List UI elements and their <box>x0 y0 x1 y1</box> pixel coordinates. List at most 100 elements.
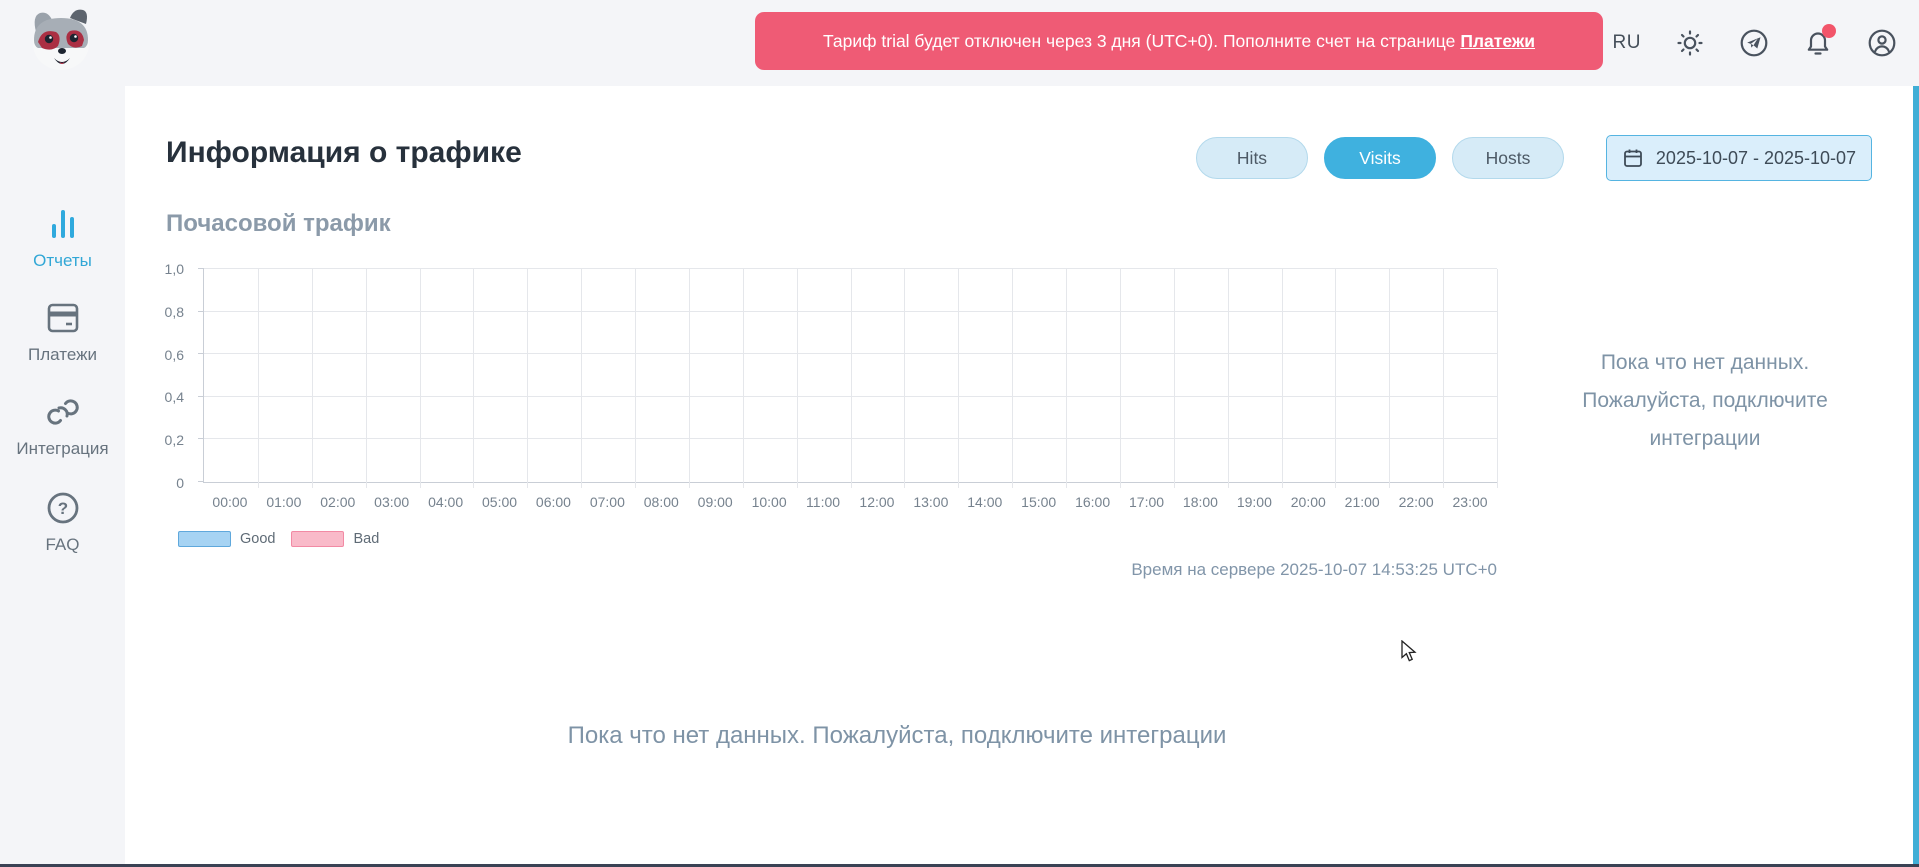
x-axis-label: 08:00 <box>643 494 679 510</box>
main-content <box>125 86 1919 867</box>
x-axis-label: 05:00 <box>482 494 518 510</box>
y-axis-label: 1,0 <box>164 261 184 277</box>
empty-state-side: Пока что нет данных. Пожалуйста, подключ… <box>1582 351 1828 450</box>
gridline-vertical <box>257 269 259 488</box>
x-axis-label: 23:00 <box>1452 494 1488 510</box>
gridline-vertical <box>1281 269 1283 488</box>
gridline-vertical <box>904 269 906 488</box>
sun-icon[interactable] <box>1675 28 1705 58</box>
empty-state-bottom: Пока что нет данных. Пожалуйста, подключ… <box>567 722 1227 749</box>
x-axis-label: 17:00 <box>1129 494 1165 510</box>
x-axis-label: 13:00 <box>913 494 949 510</box>
page-title: Информация о трафике <box>166 136 522 169</box>
gridline-vertical <box>1173 269 1175 488</box>
tab-hosts[interactable]: Hosts <box>1452 137 1564 179</box>
bar-chart-icon <box>51 210 74 238</box>
gridline-vertical <box>365 269 367 488</box>
gridline-vertical <box>1227 269 1229 488</box>
sidebar-item-faq[interactable]: ? FAQ <box>0 490 125 555</box>
sidebar-item-integration[interactable]: Интеграция <box>0 394 125 459</box>
legend-label: Good <box>240 531 276 547</box>
y-axis-label: 0,4 <box>164 389 184 406</box>
vertical-scrollbar[interactable] <box>1913 86 1919 867</box>
gridline-vertical <box>742 269 744 488</box>
legend-item-good: Good <box>178 531 275 547</box>
gridline-horizontal <box>204 268 1497 269</box>
x-axis-label: 10:00 <box>751 494 787 510</box>
raccoon-logo-image <box>33 9 89 70</box>
x-axis-label: 22:00 <box>1398 494 1434 510</box>
gridline-vertical <box>527 269 529 488</box>
sidebar-item-label: Интеграция <box>16 439 109 458</box>
x-axis-label: 07:00 <box>589 494 625 510</box>
y-axis-tick <box>198 481 204 482</box>
date-range-picker[interactable]: 2025-10-07 - 2025-10-07 <box>1606 135 1872 181</box>
date-range-value: 2025-10-07 - 2025-10-07 <box>1655 147 1857 168</box>
chart-legend: Good Bad <box>178 531 379 547</box>
server-time: Время на сервере 2025-10-07 14:53:25 UTC… <box>1131 560 1497 579</box>
legend-swatch <box>178 531 231 547</box>
payments-link[interactable]: Платежи <box>1460 30 1536 51</box>
x-axis-label: 11:00 <box>806 494 841 510</box>
gridline-vertical <box>1012 269 1014 488</box>
y-axis-tick <box>198 353 204 355</box>
x-axis-label: 03:00 <box>374 494 410 510</box>
notification-dot <box>1822 24 1836 38</box>
tab-visits[interactable]: Visits <box>1324 137 1436 179</box>
top-header: Тариф trial будет отключен через 3 дня (… <box>0 0 1919 86</box>
x-axis-label: 02:00 <box>320 494 356 510</box>
user-icon[interactable] <box>1867 28 1897 58</box>
y-axis-tick <box>198 310 204 312</box>
language-switcher[interactable]: RU <box>1612 32 1641 53</box>
chart-x-axis: 00:00 01:00 02:00 03:00 04:00 05:00 06:00 07:00… <box>203 494 1497 512</box>
gridline-vertical <box>1119 269 1121 488</box>
gridline-horizontal <box>204 310 1497 312</box>
header-actions: RU <box>1613 0 1897 86</box>
gridline-vertical <box>1335 269 1337 488</box>
y-axis-label: 0,2 <box>164 432 184 449</box>
calendar-icon <box>1624 149 1642 167</box>
x-axis-label: 16:00 <box>1075 494 1111 510</box>
banner-text: Тариф trial будет отключен через 3 дня (… <box>822 30 1456 51</box>
gridline-vertical <box>1389 269 1391 488</box>
gridline-vertical <box>635 269 636 488</box>
x-axis-label: 01:00 <box>266 494 302 510</box>
svg-text:?: ? <box>57 499 67 518</box>
telegram-icon[interactable] <box>1739 28 1769 58</box>
raccoon-logo[interactable] <box>26 6 96 74</box>
y-axis-tick <box>198 268 204 269</box>
x-axis-label: 06:00 <box>535 494 571 510</box>
gridline-vertical <box>419 269 421 488</box>
chart-plot <box>198 268 1498 488</box>
gridline-vertical <box>850 269 852 488</box>
tab-hits[interactable]: Hits <box>1196 137 1308 179</box>
bell-icon[interactable] <box>1803 24 1836 58</box>
gridline-horizontal <box>204 395 1497 397</box>
sidebar-item-reports[interactable]: Отчеты <box>0 206 125 271</box>
gridline-vertical <box>1443 269 1445 488</box>
y-axis-tick <box>198 395 204 397</box>
x-axis-label: 12:00 <box>859 494 895 510</box>
gridline-vertical <box>1497 269 1498 488</box>
question-circle-icon: ? <box>47 492 78 524</box>
credit-card-icon <box>47 303 78 333</box>
gridline-vertical <box>1066 269 1067 488</box>
x-axis-label: 04:00 <box>428 494 464 510</box>
gridline-horizontal <box>204 353 1497 355</box>
legend-item-bad: Bad <box>291 531 379 547</box>
horizontal-scrollbar[interactable] <box>0 864 1919 867</box>
section-title: Почасовой трафик <box>166 210 391 237</box>
gridline-vertical <box>688 269 690 488</box>
gridline-vertical <box>473 269 475 488</box>
x-axis-label: 14:00 <box>967 494 1003 510</box>
sidebar-item-payments[interactable]: Платежи <box>0 300 125 365</box>
gridline-vertical <box>958 269 960 488</box>
legend-label: Bad <box>353 531 380 547</box>
link-icon <box>46 399 79 425</box>
sidebar-item-label: FAQ <box>45 535 80 554</box>
x-axis-label: 00:00 <box>212 494 248 510</box>
gridline-horizontal <box>204 438 1497 440</box>
sidebar-item-label: Отчеты <box>33 251 92 270</box>
gridline-vertical <box>311 269 313 488</box>
